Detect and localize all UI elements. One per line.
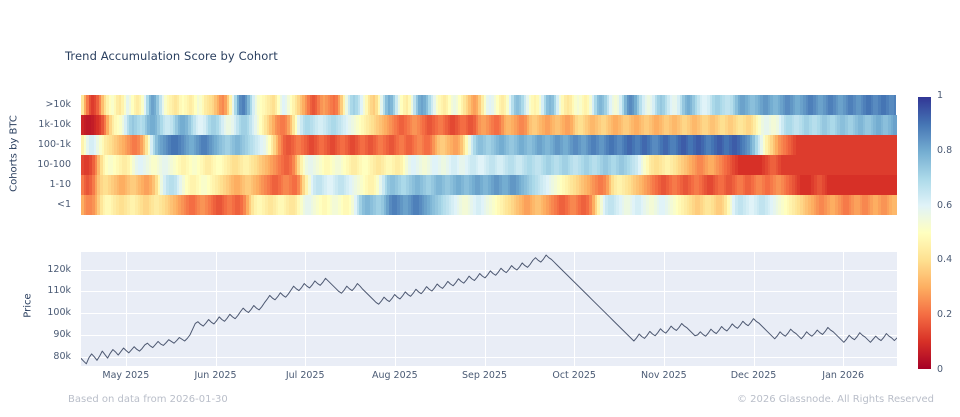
colorbar-tick-0-6: 0.6 bbox=[937, 199, 953, 211]
heatmap-row-100-1k bbox=[81, 135, 897, 155]
footer-data-date: Based on data from 2026-01-30 bbox=[68, 394, 228, 405]
price-y-tick-90k: 90k bbox=[53, 329, 71, 341]
x-tick-oct-2025: Oct 2025 bbox=[552, 370, 596, 381]
price-y-tick-120k: 120k bbox=[47, 263, 71, 275]
colorbar-gradient bbox=[917, 96, 932, 370]
colorbar bbox=[917, 96, 932, 370]
price-y-axis: 120k 110k 100k 90k 80k bbox=[0, 252, 76, 366]
heatmap-y-tick-10-100: 10-100 bbox=[37, 159, 71, 170]
x-tick-sep-2025: Sep 2025 bbox=[461, 370, 508, 381]
colorbar-tick-0-2: 0.2 bbox=[937, 309, 953, 321]
price-y-tick-100k: 100k bbox=[47, 307, 71, 319]
x-axis: May 2025 Jun 2025 Jul 2025 Aug 2025 Sep 2025… bbox=[81, 370, 897, 386]
price-vgridline-2 bbox=[305, 252, 307, 366]
x-tick-aug-2025: Aug 2025 bbox=[371, 370, 418, 381]
price-plot[interactable]: glassnode bbox=[81, 252, 897, 366]
price-gridline-110k bbox=[81, 291, 897, 293]
heatmap-row-1-10 bbox=[81, 175, 897, 195]
heatmap-y-tick-<1: <1 bbox=[56, 199, 71, 210]
heatmap-row-10-100 bbox=[81, 155, 897, 175]
heatmap-y-axis-title: Cohorts by BTC bbox=[8, 115, 20, 192]
colorbar-tick-0: 0 bbox=[937, 364, 944, 375]
heatmap-y-tick-1k-10k: 1k-10k bbox=[38, 119, 71, 130]
price-vgridline-3 bbox=[394, 252, 396, 366]
heatmap-y-tick-100-1k: 100-1k bbox=[37, 139, 71, 150]
heatmap-row->10k bbox=[81, 95, 897, 115]
price-gridline-120k bbox=[81, 269, 897, 271]
price-y-axis-title: Price bbox=[22, 293, 34, 318]
price-vgridline-6 bbox=[663, 252, 665, 366]
heatmap-y-tick->10k: >10k bbox=[45, 99, 71, 110]
price-y-tick-110k: 110k bbox=[47, 285, 71, 297]
x-tick-jul-2025: Jul 2025 bbox=[285, 370, 325, 381]
price-vgridline-4 bbox=[484, 252, 486, 366]
price-vgridline-5 bbox=[574, 252, 576, 366]
x-tick-jan-2026: Jan 2026 bbox=[822, 370, 865, 381]
price-vgridline-0 bbox=[125, 252, 127, 366]
price-vgridline-7 bbox=[753, 252, 755, 366]
price-line-svg bbox=[81, 254, 897, 365]
price-vgridline-8 bbox=[843, 252, 845, 366]
price-line bbox=[81, 254, 897, 365]
x-tick-jun-2025: Jun 2025 bbox=[194, 370, 237, 381]
heatmap-y-axis: >10k 1k-10k 100-1k 10-100 1-10 <1 bbox=[0, 95, 76, 215]
heatmap-plot[interactable]: glassnode bbox=[81, 95, 897, 215]
heatmap-y-tick-1-10: 1-10 bbox=[49, 179, 71, 190]
colorbar-tick-1: 1 bbox=[937, 90, 944, 101]
x-tick-may-2025: May 2025 bbox=[102, 370, 150, 381]
x-tick-dec-2025: Dec 2025 bbox=[730, 370, 777, 381]
price-vgridline-1 bbox=[215, 252, 217, 366]
price-gridline-80k bbox=[81, 357, 897, 359]
heatmap-row-<1 bbox=[81, 195, 897, 215]
colorbar-tick-0-8: 0.8 bbox=[937, 144, 953, 156]
page-title: Trend Accumulation Score by Cohort bbox=[65, 49, 278, 63]
heatmap-row-1k-10k bbox=[81, 115, 897, 135]
colorbar-tick-0-4: 0.4 bbox=[937, 254, 953, 266]
price-y-tick-80k: 80k bbox=[53, 351, 71, 363]
price-gridline-100k bbox=[81, 313, 897, 315]
x-tick-nov-2025: Nov 2025 bbox=[640, 370, 687, 381]
price-gridline-90k bbox=[81, 335, 897, 337]
colorbar-tick-labels: 1 0.8 0.6 0.4 0.2 0 bbox=[917, 90, 957, 375]
footer-copyright: © 2026 Glassnode. All Rights Reserved bbox=[736, 394, 934, 405]
